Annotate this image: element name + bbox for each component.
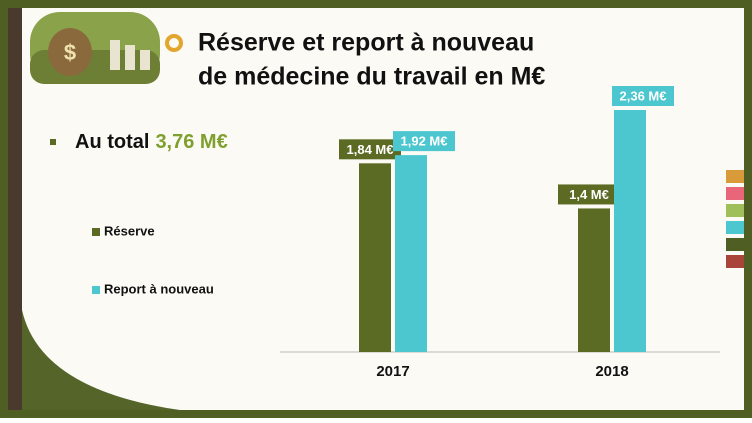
title-bullet	[165, 34, 183, 52]
value-label: 1,92 M€	[401, 134, 448, 149]
bullet	[50, 139, 56, 145]
bar	[359, 163, 391, 352]
value-label-bg	[393, 131, 455, 152]
value-label: 1,4 M€	[569, 187, 609, 202]
bar	[614, 110, 646, 352]
corner-shape	[22, 310, 180, 410]
title: Réserve et report à nouveau	[198, 29, 534, 57]
value-label: 1,84 M€	[347, 142, 394, 157]
legend-label: Report à nouveau	[104, 281, 214, 296]
title: de médecine du travail en M€	[198, 63, 545, 91]
bar	[578, 208, 610, 352]
total-value: 3,76 M€	[155, 131, 227, 153]
value-label-bg	[558, 184, 620, 205]
left-strip	[8, 8, 22, 410]
x-tick-label: 2018	[595, 363, 628, 380]
bar	[395, 155, 427, 352]
value-label-bg	[612, 86, 674, 106]
legend-label: Réserve	[104, 223, 155, 238]
icon: $	[30, 12, 160, 84]
x-tick-label: 2017	[376, 363, 409, 380]
value-label: 2,36 M€	[620, 88, 667, 103]
legend-swatch	[92, 286, 100, 294]
side-swatches	[726, 170, 744, 268]
total: Au total 3,76 M€	[75, 131, 228, 153]
legend-swatch	[92, 228, 100, 236]
svg-text:$: $	[64, 40, 76, 65]
value-label-bg	[339, 139, 401, 160]
total-label: Au total	[75, 131, 149, 153]
